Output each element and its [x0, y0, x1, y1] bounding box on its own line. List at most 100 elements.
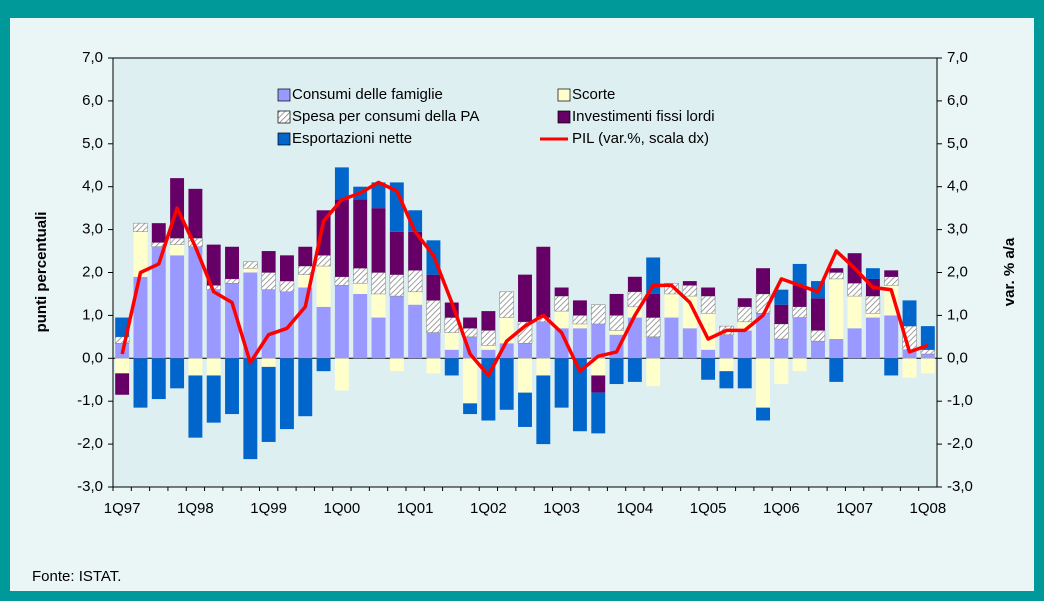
bar: [756, 268, 771, 294]
bar: [169, 237, 185, 245]
bar: [682, 285, 698, 297]
x-tick-label: 1Q06: [763, 500, 800, 517]
bar: [627, 358, 642, 382]
bar: [243, 272, 258, 359]
bar: [884, 358, 899, 376]
bar: [133, 358, 148, 408]
bar: [664, 282, 679, 295]
bar: [426, 332, 441, 359]
bar: [920, 354, 935, 359]
bar: [572, 323, 587, 329]
bar: [481, 345, 496, 350]
bar: [645, 317, 661, 338]
bar: [298, 358, 313, 417]
bar: [572, 358, 587, 432]
bar: [701, 287, 716, 297]
bar: [554, 295, 569, 312]
bar: [224, 278, 240, 284]
bar: [719, 358, 734, 372]
legend-label: Esportazioni nette: [292, 130, 412, 147]
bar: [829, 278, 844, 339]
bar: [554, 287, 569, 297]
bar: [225, 358, 239, 415]
bar: [627, 276, 642, 292]
y-tick-label: 2,0: [82, 263, 103, 280]
bar: [829, 272, 844, 280]
bar: [591, 375, 606, 393]
bar: [243, 268, 258, 273]
bar: [151, 223, 166, 243]
bar: [408, 231, 423, 271]
bar: [884, 270, 899, 277]
bar: [737, 330, 752, 359]
bar: [792, 263, 807, 286]
bar: [115, 373, 130, 395]
line-series: [120, 180, 929, 378]
legend-swatch: [557, 88, 571, 102]
bar: [591, 304, 606, 325]
bar: [316, 358, 331, 372]
bar: [298, 246, 313, 267]
x-tick-label: 1Q05: [690, 500, 727, 517]
bar: [389, 231, 404, 275]
bar: [774, 338, 789, 359]
bar: [536, 375, 551, 445]
bar: [316, 255, 331, 267]
bar: [371, 208, 386, 273]
bar: [810, 330, 826, 342]
bar: [719, 371, 734, 389]
bar: [444, 349, 459, 359]
bar: [389, 274, 405, 297]
bar: [352, 267, 368, 284]
legend-label: Investimenti fissi lordi: [572, 108, 715, 125]
bar: [353, 283, 368, 294]
bar: [243, 261, 258, 269]
bar: [426, 300, 441, 333]
bar: [334, 285, 349, 359]
bar: [591, 392, 606, 434]
bar: [664, 317, 679, 359]
y-tick-label: 3,0: [82, 221, 103, 238]
bar: [609, 330, 624, 335]
bar: [701, 313, 716, 350]
bar: [426, 358, 441, 374]
bar: [279, 291, 294, 359]
bar: [170, 358, 185, 389]
bar: [591, 323, 606, 359]
bar: [719, 334, 734, 359]
bar: [243, 358, 258, 460]
bar: [811, 298, 825, 331]
legend-swatch: [277, 132, 291, 146]
legend-label: Consumi delle famiglie: [292, 86, 443, 103]
bar: [829, 358, 844, 382]
bar: [407, 270, 423, 293]
bar: [279, 358, 294, 430]
y2-tick-label: 6,0: [947, 92, 968, 109]
y2-tick-label: -1,0: [947, 392, 973, 409]
bar: [536, 246, 551, 318]
bar: [334, 276, 350, 286]
y2-tick-label: 0,0: [947, 349, 968, 366]
bar: [884, 315, 899, 359]
bar: [371, 317, 386, 359]
bar: [646, 358, 661, 387]
bar: [554, 328, 569, 359]
bar: [682, 328, 697, 359]
bar: [426, 274, 441, 301]
x-tick-label: 1Q02: [470, 500, 507, 517]
bar: [774, 323, 789, 340]
bar: [170, 255, 185, 359]
bar: [536, 321, 551, 359]
source-note: Fonte: ISTAT.: [32, 568, 121, 585]
y-tick-label: 7,0: [82, 49, 103, 66]
bar: [682, 281, 697, 286]
y2-axis-title: var. % a/a: [1001, 237, 1018, 306]
bar: [829, 268, 844, 273]
bar: [408, 304, 423, 359]
bar: [682, 296, 697, 329]
y-tick-label: -2,0: [77, 435, 103, 452]
bar: [646, 336, 661, 359]
bar: [646, 293, 661, 318]
bar: [737, 306, 752, 323]
bar: [133, 231, 148, 277]
